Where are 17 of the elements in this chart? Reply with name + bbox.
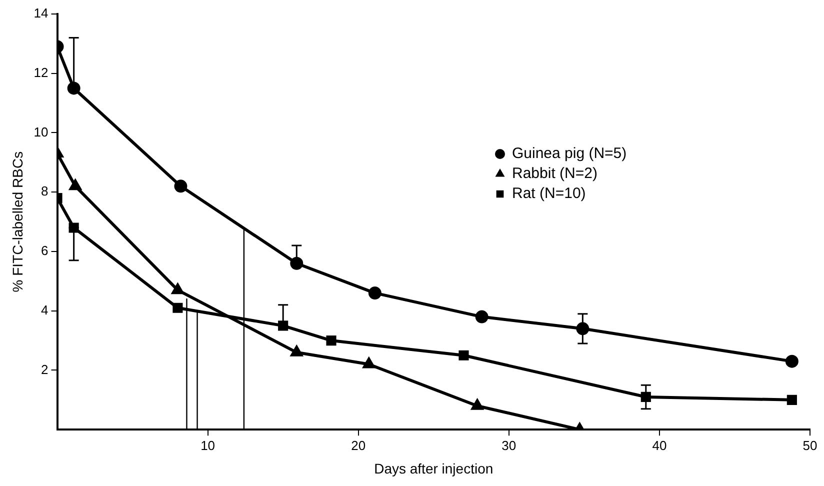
x-tick-label: 30 <box>502 438 516 453</box>
y-axis-title: % FITC-labelled RBCs <box>9 151 26 292</box>
x-tick-label: 40 <box>652 438 667 453</box>
y-tick-label: 2 <box>41 362 48 377</box>
legend-label: Rabbit (N=2) <box>512 165 598 182</box>
y-tick-label: 4 <box>41 302 48 318</box>
x-tick-label: 10 <box>200 438 216 453</box>
x-tick-label: 50 <box>802 438 818 453</box>
legend-label: Rat (N=10) <box>512 185 586 202</box>
y-tick-label: 6 <box>41 243 48 258</box>
x-axis-title: Days after injection <box>374 460 494 476</box>
y-tick-label: 12 <box>34 64 48 80</box>
y-tick-label: 8 <box>41 184 48 199</box>
y-tick-label: 10 <box>34 124 48 140</box>
legend-label: Guinea pig (N=5) <box>512 145 627 162</box>
x-tick-label: 20 <box>351 438 366 453</box>
y-tick-label: 14 <box>34 6 48 21</box>
